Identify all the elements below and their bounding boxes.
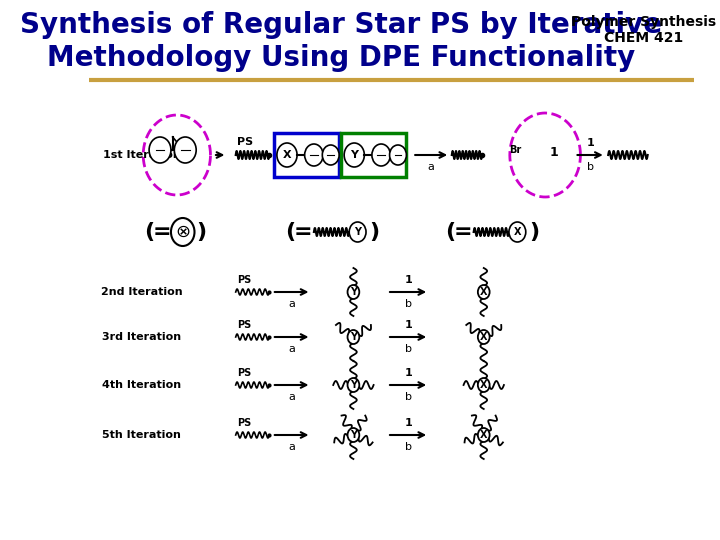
Bar	[274, 133, 339, 177]
Text: X: X	[283, 150, 292, 160]
Text: b: b	[587, 162, 593, 172]
Text: b: b	[405, 344, 412, 354]
Text: a: a	[288, 299, 295, 309]
Circle shape	[348, 428, 359, 442]
Text: 1: 1	[404, 368, 412, 378]
Text: Br: Br	[510, 145, 522, 155]
Text: 4th Iteration: 4th Iteration	[102, 380, 181, 390]
Text: ): )	[196, 222, 207, 242]
Text: PS: PS	[238, 320, 251, 330]
Text: Y: Y	[350, 380, 357, 390]
Text: PS: PS	[238, 368, 251, 378]
Text: a: a	[288, 392, 295, 402]
Text: ): )	[369, 222, 379, 242]
Text: Synthesis of Regular Star PS by Iterative: Synthesis of Regular Star PS by Iterativ…	[19, 11, 662, 39]
Text: 1st Iteration: 1st Iteration	[103, 150, 181, 160]
Text: PS: PS	[238, 275, 251, 285]
Text: =: =	[454, 222, 472, 242]
Circle shape	[348, 330, 359, 344]
Text: 1: 1	[404, 320, 412, 330]
Circle shape	[149, 137, 171, 163]
Text: X: X	[480, 380, 487, 390]
Text: 1: 1	[404, 275, 412, 285]
Text: a: a	[288, 442, 295, 452]
Text: 1: 1	[586, 138, 594, 148]
Text: X: X	[480, 430, 487, 440]
Circle shape	[478, 428, 490, 442]
Text: 5th Iteration: 5th Iteration	[102, 430, 181, 440]
Circle shape	[344, 143, 364, 167]
Text: b: b	[405, 442, 412, 452]
Text: (: (	[285, 222, 295, 242]
Text: =: =	[294, 222, 312, 242]
Text: X: X	[480, 332, 487, 342]
Text: Y: Y	[350, 332, 357, 342]
Text: Methodology Using DPE Functionality: Methodology Using DPE Functionality	[47, 44, 635, 72]
Text: =: =	[153, 222, 171, 242]
Text: (: (	[144, 222, 154, 242]
Text: ): )	[529, 222, 539, 242]
Text: Y: Y	[350, 430, 357, 440]
Circle shape	[305, 144, 323, 166]
Text: a: a	[428, 162, 435, 172]
Circle shape	[171, 218, 194, 246]
Circle shape	[323, 145, 339, 165]
Text: ⊗: ⊗	[175, 223, 190, 241]
Circle shape	[348, 378, 359, 392]
Circle shape	[478, 330, 490, 344]
Text: CHEM 421: CHEM 421	[604, 31, 683, 45]
Text: a: a	[288, 344, 295, 354]
Text: 1: 1	[549, 146, 558, 159]
Circle shape	[478, 378, 490, 392]
Text: X: X	[513, 227, 521, 237]
Text: PS: PS	[238, 418, 251, 428]
Text: Polymer Synthesis: Polymer Synthesis	[571, 15, 716, 29]
Bar	[341, 133, 406, 177]
Circle shape	[509, 222, 526, 242]
Circle shape	[348, 285, 359, 299]
Text: b: b	[405, 392, 412, 402]
Text: 3rd Iteration: 3rd Iteration	[102, 332, 181, 342]
Text: b: b	[405, 299, 412, 309]
Text: 1: 1	[404, 418, 412, 428]
Circle shape	[390, 145, 406, 165]
Text: Y: Y	[350, 150, 359, 160]
Circle shape	[349, 222, 366, 242]
Text: X: X	[480, 287, 487, 297]
Circle shape	[174, 137, 196, 163]
Text: Y: Y	[350, 287, 357, 297]
Text: Y: Y	[354, 227, 361, 237]
Circle shape	[372, 144, 390, 166]
Circle shape	[277, 143, 297, 167]
Text: (: (	[445, 222, 455, 242]
Circle shape	[478, 285, 490, 299]
Text: PS: PS	[238, 137, 253, 147]
Text: 2nd Iteration: 2nd Iteration	[101, 287, 182, 297]
